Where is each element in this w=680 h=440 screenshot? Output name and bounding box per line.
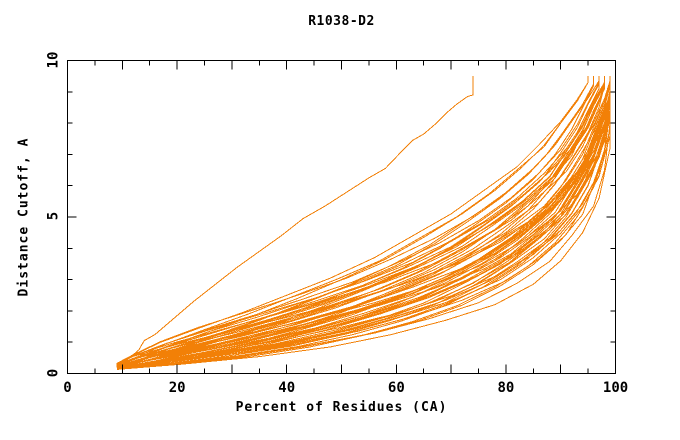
y-tick-label: 0	[45, 368, 62, 377]
x-tick-label: 60	[387, 379, 405, 396]
x-tick-label: 80	[497, 379, 515, 396]
x-tick-label: 100	[602, 379, 629, 396]
x-axis-title: Percent of Residues (CA)	[235, 400, 448, 415]
chart-title: R1038-D2	[308, 14, 375, 29]
x-tick-label: 0	[63, 379, 72, 396]
y-tick-label: 5	[45, 211, 62, 221]
x-tick-label: 20	[168, 379, 186, 396]
axes-frame	[67, 60, 616, 374]
x-tick-label: 40	[278, 379, 296, 396]
data-series-group	[116, 76, 611, 370]
y-tick-label: 10	[45, 51, 62, 68]
